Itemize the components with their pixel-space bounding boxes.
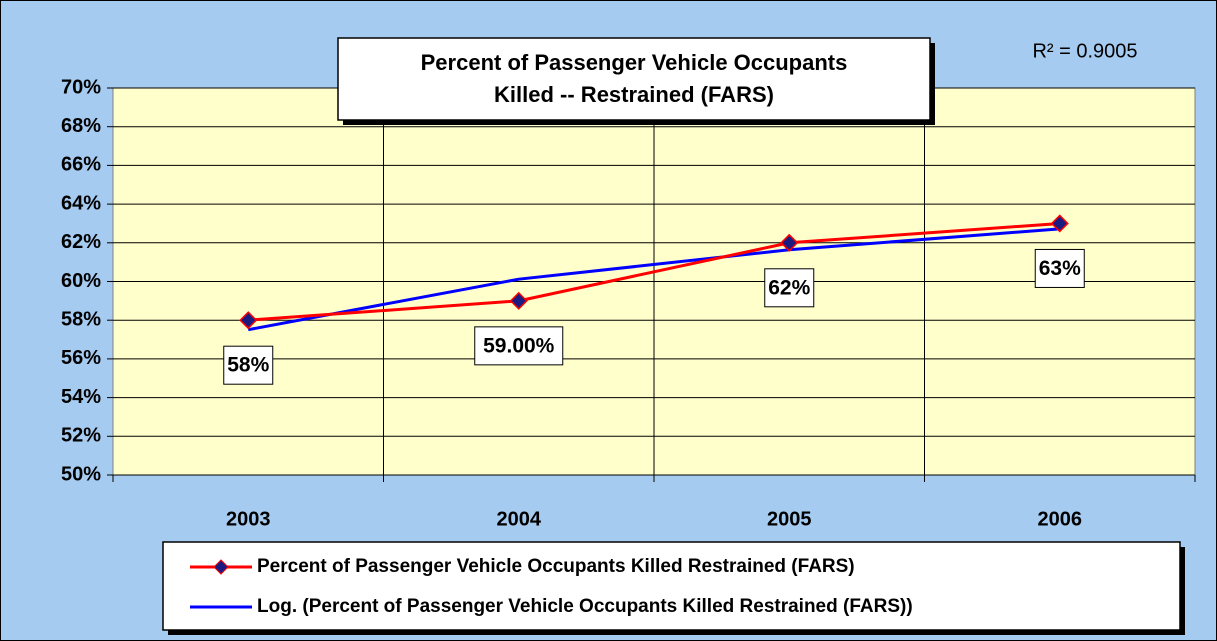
- y-tick-label: 56%: [61, 347, 101, 369]
- x-tick-label: 2005: [767, 508, 812, 530]
- value-label-box: [223, 345, 274, 385]
- y-tick-label: 50%: [61, 463, 101, 485]
- value-label-box: [764, 268, 815, 308]
- marker: [780, 233, 799, 252]
- title-box: [337, 37, 931, 121]
- y-tick-label: 68%: [61, 115, 101, 137]
- value-label: 59.00%: [483, 334, 555, 357]
- value-label-box: [474, 326, 564, 366]
- y-tick-label: 66%: [61, 154, 101, 176]
- chart-title: Killed -- Restrained (FARS): [494, 82, 774, 107]
- series-line: [248, 221, 1060, 322]
- y-tick-label: 62%: [61, 231, 101, 253]
- y-tick-label: 64%: [61, 192, 101, 214]
- legend-box: [162, 541, 1181, 631]
- marker: [1050, 214, 1069, 233]
- y-tick-label: 52%: [61, 425, 101, 447]
- value-label: 58%: [227, 354, 269, 377]
- value-label: 62%: [768, 276, 810, 299]
- legend-label: Log. (Percent of Passenger Vehicle Occup…: [257, 596, 913, 617]
- y-tick-label: 54%: [61, 386, 101, 408]
- y-tick-label: 60%: [61, 270, 101, 292]
- value-label-box: [1034, 248, 1085, 288]
- marker: [509, 291, 528, 310]
- annotation: R² = 0.9005: [1032, 40, 1137, 62]
- y-tick-label: 70%: [61, 76, 101, 98]
- chart-title: Percent of Passenger Vehicle Occupants: [421, 50, 848, 75]
- x-tick-label: 2003: [226, 508, 271, 530]
- grid: [107, 87, 1196, 482]
- x-tick-label: 2006: [1038, 508, 1083, 530]
- y-tick-label: 58%: [61, 308, 101, 330]
- marks: 58% 59.00% 62% 63%: [223, 214, 1085, 385]
- legend-label: Percent of Passenger Vehicle Occupants K…: [257, 556, 855, 577]
- x-tick-label: 2004: [497, 508, 542, 530]
- value-label: 63%: [1039, 257, 1081, 280]
- trend-line: [247, 227, 1060, 332]
- marker: [239, 311, 258, 330]
- legend-marker: [213, 559, 229, 575]
